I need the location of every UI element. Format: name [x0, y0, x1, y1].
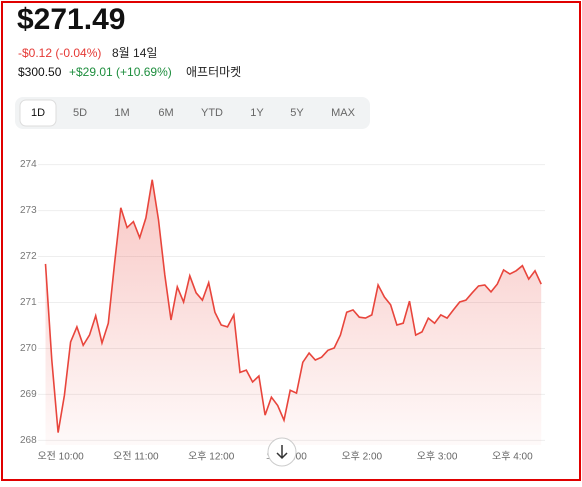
- price: $271.49: [17, 3, 125, 36]
- after-price: $300.50: [18, 65, 62, 79]
- x-tick-label: 오후 4:00: [492, 451, 533, 463]
- y-tick-label: 271: [20, 297, 37, 308]
- y-tick-label: 272: [20, 251, 37, 262]
- price-line: [44, 179, 542, 433]
- x-tick-label: 오후 3:00: [417, 451, 458, 463]
- arrow-icon: [276, 445, 288, 460]
- y-tick-label: 270: [20, 343, 37, 354]
- y-tick-label: 268: [20, 435, 37, 446]
- y-tick-label: 274: [20, 159, 37, 170]
- tab[interactable]: MAX: [331, 107, 356, 119]
- y-tick-label: 269: [20, 389, 37, 400]
- area: [45, 179, 542, 446]
- tab-active-bg: [19, 99, 57, 127]
- tab-bar: [15, 97, 370, 129]
- after-label: 애프터마켓: [186, 65, 241, 79]
- price-change: -$0.12 (-0.04%): [18, 46, 101, 60]
- tab[interactable]: 1Y: [250, 107, 264, 119]
- x-tick-label: 오후 12:00: [188, 451, 235, 463]
- tab[interactable]: 5D: [73, 107, 87, 119]
- x-tick-label: 오전 11:00: [113, 451, 159, 463]
- tab[interactable]: 1M: [114, 107, 129, 119]
- date: 8월 14일: [112, 46, 157, 60]
- tab[interactable]: 5Y: [290, 107, 304, 119]
- tab[interactable]: 6M: [158, 107, 173, 119]
- after-change: +$29.01 (+10.69%): [69, 65, 172, 79]
- y-tick-label: 273: [20, 205, 37, 216]
- x-tick-label: 오전 10:00: [37, 451, 84, 463]
- tab[interactable]: YTD: [201, 107, 223, 119]
- x-tick-label: 오후 2:00: [341, 451, 382, 463]
- tab[interactable]: 1D: [31, 107, 45, 119]
